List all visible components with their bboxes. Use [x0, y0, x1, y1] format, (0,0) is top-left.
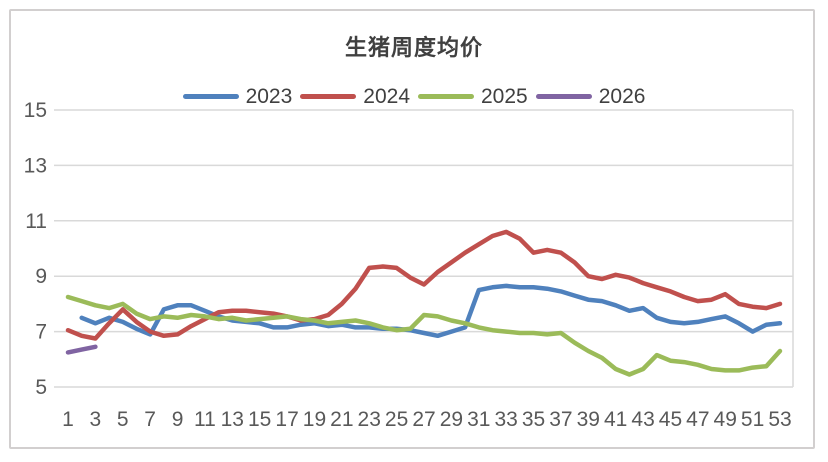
x-axis-tick-label: 41: [604, 408, 627, 431]
x-axis-tick-label: 7: [144, 408, 156, 431]
x-axis-tick-label: 3: [90, 408, 102, 431]
x-axis-tick-label: 21: [330, 408, 353, 431]
series-line-2025: [65, 294, 783, 377]
x-axis-tick-label: 37: [549, 408, 572, 431]
y-axis-tick-label: 11: [25, 210, 47, 233]
legend-label: 2024: [363, 85, 410, 108]
series-line-2023: [79, 283, 783, 339]
legend-label: 2025: [481, 85, 528, 108]
x-axis-tick-label: 9: [172, 408, 184, 431]
chart-title: 生猪周度均价: [344, 35, 483, 60]
x-axis-tick-label: 25: [385, 408, 408, 431]
x-axis-tick-label: 53: [768, 408, 791, 431]
x-axis-tick-label: 15: [248, 408, 271, 431]
x-axis-tick-label: 23: [358, 408, 381, 431]
x-axis-tick-label: 19: [303, 408, 326, 431]
legend-swatch-2026: [535, 94, 592, 99]
legend-item-2024: 2024: [300, 86, 410, 107]
x-axis-tick-label: 51: [741, 408, 764, 431]
x-axis-tick-label: 45: [659, 408, 682, 431]
legend-item-2026: 2026: [535, 85, 646, 108]
chart-legend: 2023 2024 2025 2026: [0, 86, 828, 107]
y-axis-tick-label: 13: [24, 154, 47, 177]
legend-label: 2026: [598, 85, 646, 108]
x-axis-tick-label: 47: [686, 408, 709, 431]
chart-frame: [9, 9, 815, 449]
x-axis-tick-label: 13: [221, 408, 244, 431]
legend-item-2025: 2025: [418, 86, 528, 107]
x-axis-tick-label: 1: [62, 408, 74, 431]
series-line-2024: [65, 229, 783, 341]
y-axis-tick-label: 7: [35, 321, 47, 344]
series-line-2026: [65, 344, 98, 355]
y-axis-tick-label: 5: [35, 376, 47, 399]
x-axis-tick-label: 35: [522, 408, 545, 431]
x-axis-tick-label: 39: [577, 408, 600, 431]
legend-swatch-2025: [418, 94, 474, 99]
legend-label: 2023: [245, 85, 293, 108]
x-axis-tick-label: 31: [467, 408, 490, 431]
y-axis-tick-label: 9: [35, 265, 47, 288]
x-axis-tick-label: 29: [440, 408, 463, 431]
legend-swatch-2023: [182, 94, 239, 99]
y-axis-tick-label: 15: [24, 99, 47, 122]
x-axis-tick-label: 5: [117, 408, 129, 431]
legend-swatch-2024: [300, 94, 357, 99]
x-axis-tick-label: 11: [194, 408, 216, 431]
x-axis-tick-label: 43: [631, 408, 654, 431]
legend-item-2023: 2023: [182, 85, 293, 108]
x-axis-tick-label: 49: [714, 408, 737, 431]
x-axis-tick-label: 17: [275, 408, 298, 431]
x-axis-tick-label: 27: [412, 408, 435, 431]
x-axis-tick-label: 33: [494, 408, 517, 431]
